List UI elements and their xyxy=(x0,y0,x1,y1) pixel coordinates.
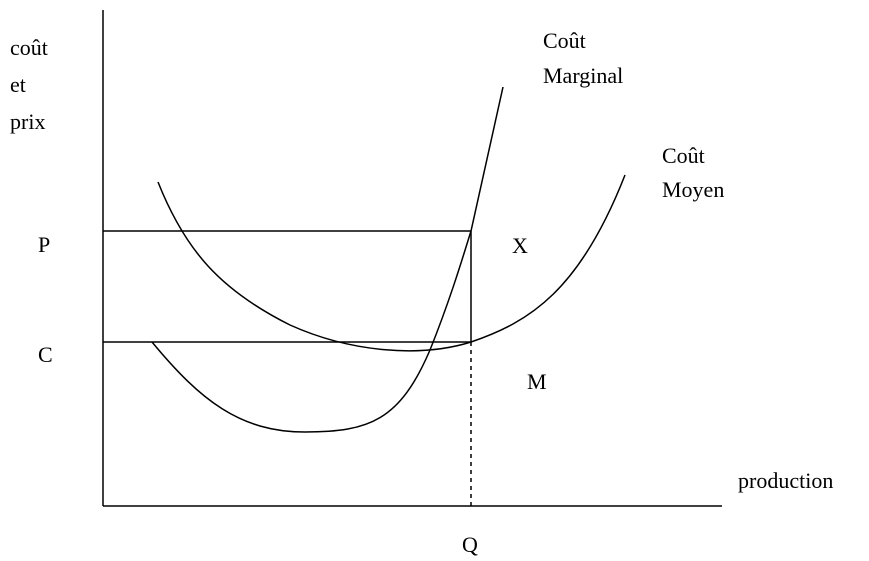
curve-label: Coût xyxy=(662,143,705,168)
average-cost-curve xyxy=(157,174,626,352)
y-label: coût xyxy=(10,35,48,60)
price-label: P xyxy=(38,232,50,257)
marginal-cost-curve xyxy=(151,86,504,433)
y-label: et xyxy=(10,72,26,97)
point-label: M xyxy=(527,369,547,394)
quantity-label: Q xyxy=(462,532,478,557)
y-label: prix xyxy=(10,109,45,134)
curve-label: Marginal xyxy=(543,63,623,88)
cost-label: C xyxy=(38,342,53,367)
curve-label: Moyen xyxy=(662,177,724,202)
point-label: X xyxy=(512,233,528,258)
x-label: production xyxy=(738,468,833,493)
curve-label: Coût xyxy=(543,28,586,53)
